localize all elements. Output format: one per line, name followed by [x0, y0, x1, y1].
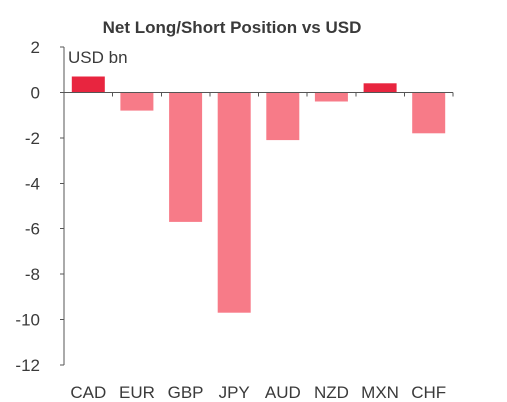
bar-mxn [363, 83, 397, 93]
y-tick-label: -12 [15, 356, 40, 375]
y-tick-label: 2 [31, 38, 40, 57]
bars [71, 76, 446, 313]
y-tick-label: -10 [15, 311, 40, 330]
x-tick-label: EUR [119, 383, 155, 402]
chart-title: Net Long/Short Position vs USD [103, 18, 362, 37]
y-tick-label: -6 [25, 220, 40, 239]
bar-chf [412, 92, 446, 134]
axes [60, 46, 454, 366]
y-axis: 2 0 -2 -4 -6 -8 -10 -12 [15, 38, 40, 375]
unit-label: USD bn [68, 48, 128, 67]
bar-aud [266, 92, 300, 141]
y-tick-label: 0 [31, 83, 40, 102]
x-tick-label: CHF [411, 383, 446, 402]
bar-eur [120, 92, 154, 111]
y-tick-label: -8 [25, 265, 40, 284]
bar-jpy [217, 92, 251, 313]
x-tick-label: JPY [219, 383, 250, 402]
x-tick-label: MXN [361, 383, 399, 402]
x-tick-label: NZD [314, 383, 349, 402]
y-tick-label: -2 [25, 129, 40, 148]
bar-cad [71, 76, 105, 93]
y-tick-label: -4 [25, 174, 40, 193]
x-tick-label: CAD [70, 383, 106, 402]
bar-gbp [169, 92, 203, 222]
bar-nzd [314, 92, 348, 102]
x-tick-label: AUD [265, 383, 301, 402]
x-tick-label: GBP [168, 383, 204, 402]
x-axis: CAD EUR GBP JPY AUD NZD MXN CHF [70, 383, 446, 402]
